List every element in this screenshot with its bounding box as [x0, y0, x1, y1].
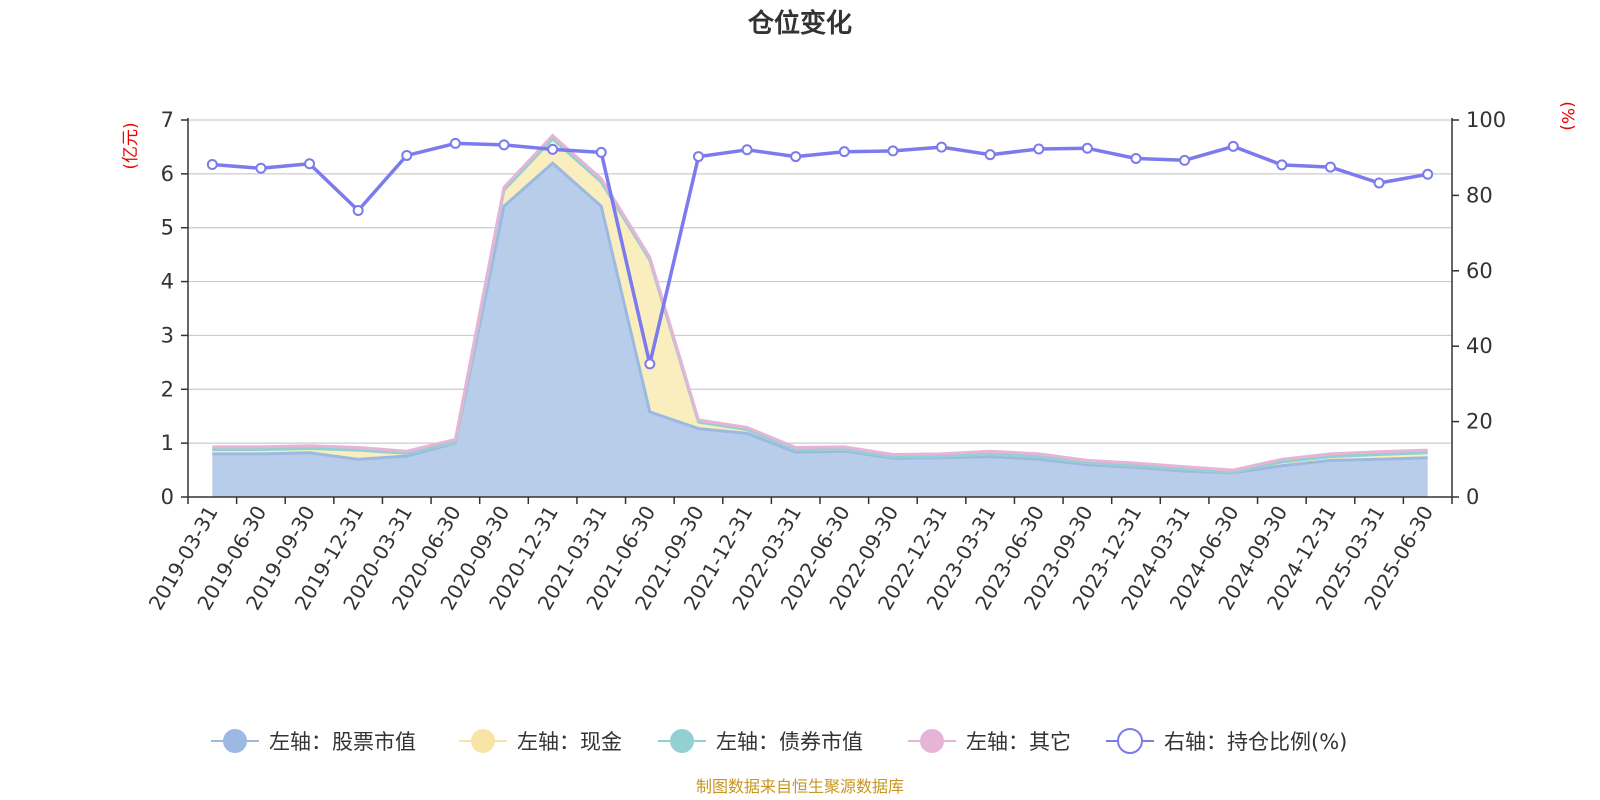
legend-marker-circle — [670, 729, 694, 753]
ratio-data-point — [595, 146, 607, 158]
legend-label: 右轴：持仓比例(%) — [1164, 730, 1347, 754]
left-axis-tick-label: 2 — [161, 377, 174, 401]
legend-label: 左轴：其它 — [966, 730, 1071, 754]
left-axis-tick-label: 6 — [161, 162, 174, 186]
ratio-data-point — [304, 158, 316, 170]
right-axis-tick-label: 0 — [1466, 485, 1479, 509]
area-fill — [212, 135, 1428, 472]
legend-marker-circle — [1117, 728, 1143, 754]
source-note: 制图数据来自恒生聚源数据库 — [696, 777, 904, 796]
legend-marker-circle — [920, 729, 944, 753]
legend: 左轴：股票市值 左轴：现金 左轴：债券市值 左轴：其它 右轴：持仓比例(%) — [211, 728, 1347, 754]
ratio-data-point — [1373, 177, 1385, 189]
area-edge-line — [212, 161, 1428, 475]
ratio-data-point — [936, 141, 948, 153]
legend-label: 左轴：现金 — [517, 730, 622, 754]
left-axis-unit-label: (亿元) — [121, 122, 141, 169]
right-axis-tick-label: 20 — [1466, 410, 1493, 434]
ratio-data-point — [206, 158, 218, 170]
ratio-data-point — [1227, 140, 1239, 152]
legend-label: 左轴：债券市值 — [716, 730, 863, 754]
right-axis-tick-label: 60 — [1466, 259, 1493, 283]
ratio-data-point — [1179, 154, 1191, 166]
right-axis-tick-label: 40 — [1466, 334, 1493, 358]
stacked-areas — [212, 133, 1428, 497]
ratio-data-point — [838, 146, 850, 158]
ratio-data-point — [352, 204, 364, 216]
area-fill — [212, 138, 1428, 472]
ratio-data-point — [547, 143, 559, 155]
ratio-data-point — [401, 149, 413, 161]
chart-title: 仓位变化 — [747, 8, 852, 39]
right-axis-tick-label: 100 — [1466, 108, 1506, 132]
ratio-data-point — [255, 162, 267, 174]
area-edge-line — [212, 136, 1428, 474]
grid-lines — [188, 119, 1452, 444]
ratio-data-point — [887, 145, 899, 157]
ratio-data-point — [1422, 168, 1434, 180]
legend-marker-circle — [223, 729, 247, 753]
ratio-data-point — [1324, 161, 1336, 173]
ratio-data-point — [449, 137, 461, 149]
ratio-line — [206, 137, 1434, 370]
left-axis-tick-label: 1 — [161, 431, 174, 455]
ratio-data-point — [790, 151, 802, 163]
left-axis-tick-label: 7 — [161, 108, 174, 132]
area-fill — [212, 138, 1428, 473]
legend-label: 左轴：股票市值 — [269, 730, 416, 754]
left-axis-tick-label: 4 — [161, 270, 174, 294]
right-axis-tick-label: 80 — [1466, 183, 1493, 207]
ratio-data-point — [692, 151, 704, 163]
right-axis-unit-label: (%) — [1557, 101, 1577, 130]
ratio-data-point — [644, 358, 656, 370]
ratio-data-point — [741, 144, 753, 156]
ratio-data-point — [498, 139, 510, 151]
ratio-data-point — [984, 149, 996, 161]
ratio-data-point — [1081, 142, 1093, 154]
ratio-data-point — [1276, 159, 1288, 171]
left-axis-tick-label: 3 — [161, 323, 174, 347]
left-axis-tick-label: 0 — [161, 485, 174, 509]
ratio-line-path — [212, 141, 1429, 366]
axes: 012345670204060801002019-03-312019-06-30… — [144, 108, 1506, 614]
legend-marker-circle — [471, 729, 495, 753]
area-edge-line — [212, 133, 1428, 472]
ratio-data-point — [1130, 152, 1142, 164]
ratio-data-point — [1033, 143, 1045, 155]
area-fill — [212, 163, 1428, 497]
area-edge-line — [212, 136, 1428, 474]
left-axis-tick-label: 5 — [161, 216, 174, 240]
